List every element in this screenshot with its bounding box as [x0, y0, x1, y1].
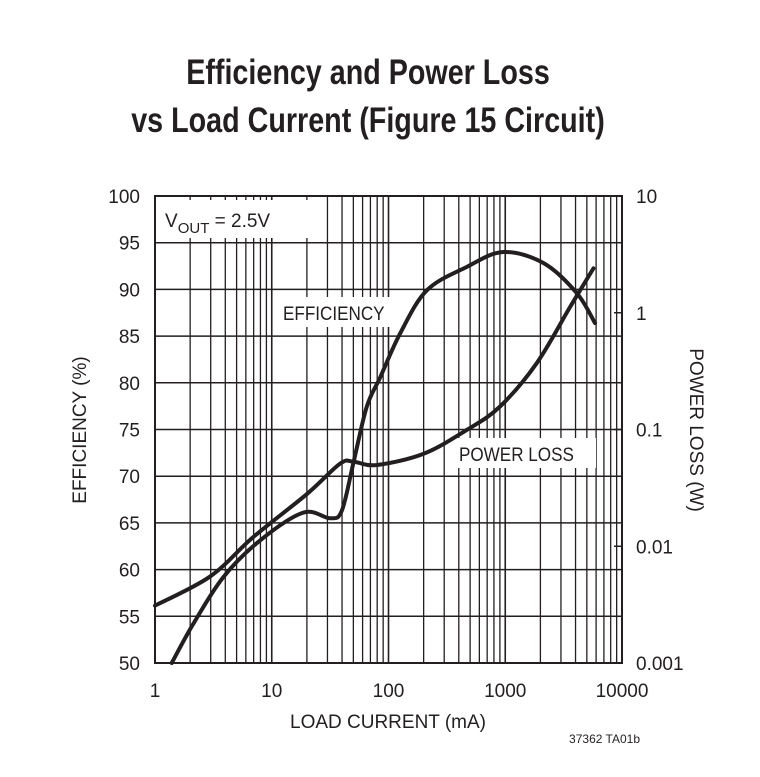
y2-axis-label: POWER LOSS (W): [685, 348, 706, 512]
x-axis-label: LOAD CURRENT (mA): [290, 712, 486, 733]
footnote: 37362 TA01b: [569, 732, 640, 746]
y-tick-label: 75: [119, 421, 140, 442]
label-backgrounds: [156, 200, 596, 468]
y-tick-label: 100: [108, 187, 140, 208]
y-tick-label: 60: [119, 561, 140, 582]
curves: [153, 250, 597, 665]
efficiency-curve: [169, 250, 597, 665]
y2-tick-label: 1: [636, 304, 647, 325]
y-tick-label: 65: [119, 514, 140, 535]
vout-label-background: [156, 200, 308, 238]
y2-tick-label: 0.001: [636, 654, 684, 675]
power-loss-series-label: POWER LOSS: [459, 444, 574, 465]
y-tick-label: 90: [119, 280, 140, 301]
y2-tick-label: 10: [636, 187, 657, 208]
x-tick-label: 1: [150, 681, 161, 702]
power-loss-label-background: [455, 438, 596, 468]
y-tick-label: 80: [119, 374, 140, 395]
y-tick-label: 95: [119, 234, 140, 255]
x-tick-label: 100: [373, 681, 405, 702]
grid: [154, 195, 623, 664]
efficiency-label-background: [276, 297, 400, 327]
y-axis-label: EFFICIENCY (%): [70, 356, 91, 503]
y2-tick-label: 0.01: [636, 537, 673, 558]
x-tick-label: 10000: [596, 681, 649, 702]
efficiency-series-label: EFFICIENCY: [283, 303, 385, 324]
chart-title-line-2: vs Load Current (Figure 15 Circuit): [131, 100, 605, 139]
x-tick-label: 1000: [484, 681, 526, 702]
annotations: VOUT = 2.5V EFFICIENCY POWER LOSS: [165, 211, 574, 465]
tick-labels: 100 95 90 85 80 75 70 65 60 55 50 10 1 0.1 0.01 0.001 1 1…: [108, 187, 683, 702]
y-tick-label: 50: [119, 654, 140, 675]
y-tick-label: 85: [119, 327, 140, 348]
x-tick-label: 10: [261, 681, 282, 702]
y2-tick-label: 0.1: [636, 421, 662, 442]
y-tick-label: 55: [119, 607, 140, 628]
chart-title-line-1: Efficiency and Power Loss: [186, 52, 550, 91]
vout-annotation: VOUT = 2.5V: [165, 211, 270, 237]
power-loss-curve: [153, 266, 596, 608]
y-tick-label: 70: [119, 467, 140, 488]
